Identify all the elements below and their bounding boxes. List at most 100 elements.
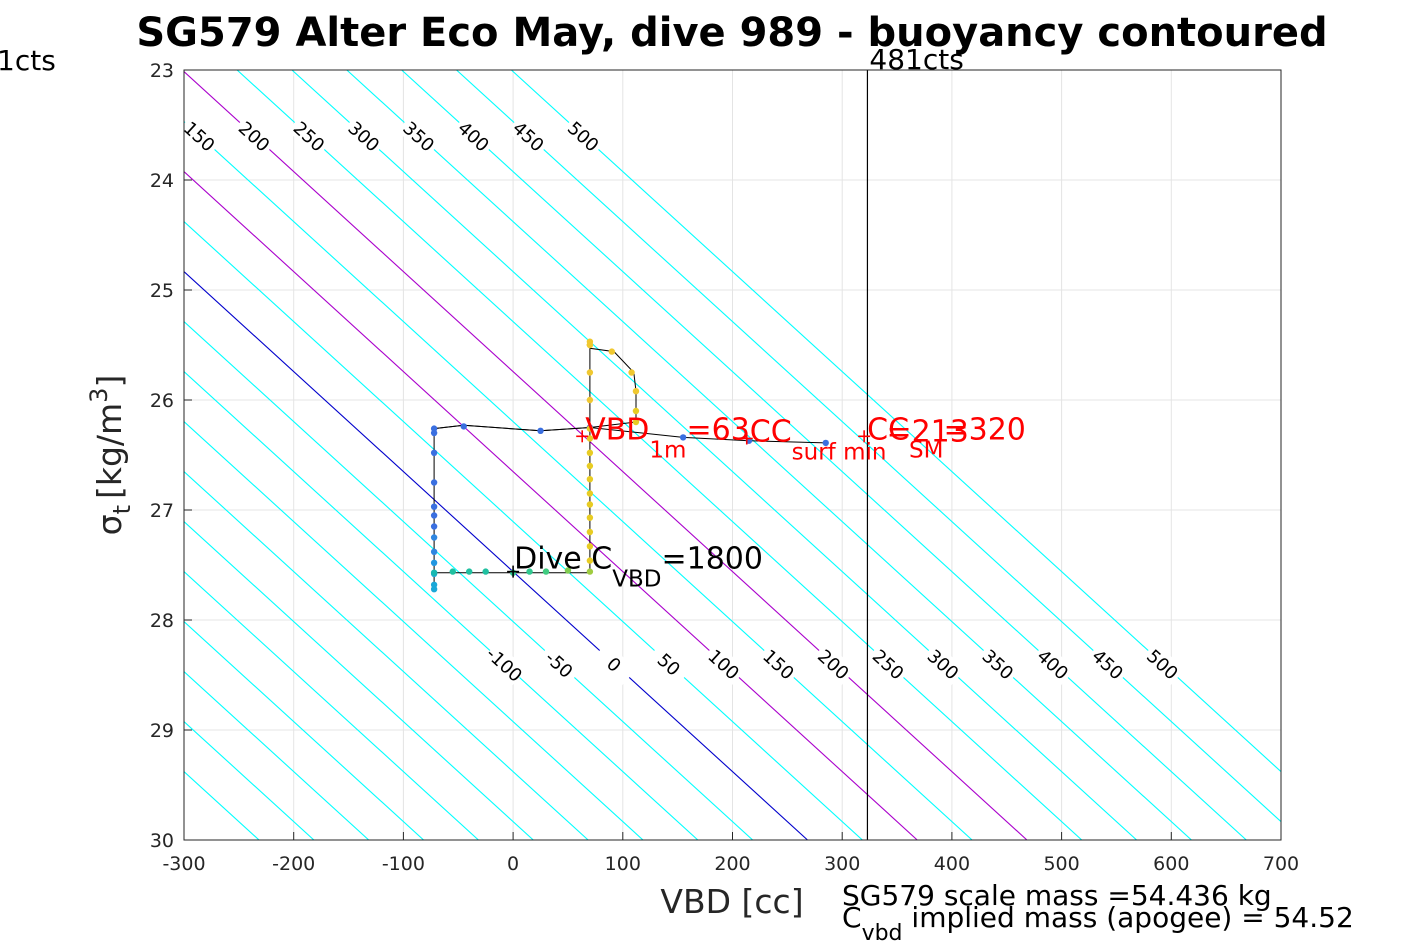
contour-line [184,470,589,840]
contour-line [184,670,370,840]
contour-label-bg [506,114,552,158]
trajectory-point [632,407,640,415]
contour-labels: 150 200 250 300 350 400 450 500-100 -50 0 50 100 150… [177,114,1186,687]
trajectory-point [586,369,594,376]
dive-trajectory [430,338,829,593]
annotation-sub: SM [909,437,943,463]
contour-line [184,170,918,840]
annotation-value: =63 [686,412,749,447]
y-tick-label: 27 [150,500,174,522]
contour-line [184,370,699,840]
contour-line [184,420,644,840]
annotation-value: =320 [943,412,1025,447]
annotation-main: Dive C [514,542,612,577]
trajectory-point [430,523,438,530]
contour-label-bg [592,642,637,686]
ascent-point [679,434,687,441]
y-label-close: ] [90,375,129,388]
y-ticks: 23 24 25 26 27 28 29 30 [150,60,192,852]
contour-label-bg [647,642,692,686]
trajectory-point [482,568,489,575]
annotation-divec: Dive CVBD=1800 [514,542,763,593]
x-tick-label: 0 [507,853,519,875]
contour-label-bg [921,642,966,686]
annotation-sub: 1m [649,437,686,463]
contour-line [184,570,479,840]
trajectory-point [430,586,438,593]
contour-line [184,520,534,840]
contour-label-bg [811,642,857,686]
trajectory-point [586,396,594,404]
x-tick-label: 400 [934,853,970,875]
footer-c: C [842,901,862,934]
trajectory-point [430,559,438,566]
footer-vbd-sub: vbd [862,921,903,945]
trajectory-point [526,568,533,575]
x-tick-label: 700 [1263,853,1299,875]
contour-line [346,70,1192,840]
y-tick-label: 24 [150,170,174,192]
footer-rest: implied mass (apogee) = 54.52 [903,901,1354,934]
trajectory-point [632,388,640,395]
x-tick-label: -200 [272,853,315,875]
chart-title: SG579 Alter Eco May, dive 989 - buoyancy… [136,10,1327,56]
contour-label-bg [537,642,582,686]
contour-line [184,120,973,840]
trajectory-point [430,429,438,437]
contour-line [291,70,1138,840]
x-axis-label: VBD [cc] [660,882,803,921]
trajectory-point [430,503,438,510]
contour-label-bg [287,114,332,158]
contour-line [184,70,1028,840]
y-tick-label: 23 [150,60,174,82]
x-tick-label: -100 [382,853,425,875]
contour-line [184,220,863,840]
y-tick-label: 30 [150,830,174,852]
contour-label-bg [342,114,387,158]
annotation-ccsurf: CCsurf min=213 [750,415,969,466]
trajectory-point [586,568,594,575]
contour-label-bg [756,642,802,686]
contour-line [510,70,1281,773]
annotation-ccsm: CCSM=320 [867,412,1026,463]
trajectory-point [586,514,594,521]
contour-line [236,70,1083,840]
left-clipped-label: 1cts [0,44,56,77]
trajectory-point [628,369,635,376]
contour-label: -100 [482,644,526,687]
contour-label-bg [1031,642,1076,686]
trajectory-point [430,425,438,432]
grid-lines [183,69,1282,841]
contour-line [456,70,1281,823]
trajectory-point [586,543,594,550]
trajectory-point [608,348,616,355]
trajectory-point [586,462,594,470]
trajectory-point [460,423,467,430]
annotation-vbd1m: VBD1m=63 [585,412,750,463]
trajectory-point [586,449,594,456]
trajectory-point [430,548,438,555]
x-tick-label: 500 [1043,853,1079,875]
trajectory-point [586,476,594,483]
contour-line [184,320,754,840]
trajectory-point [586,501,594,508]
y-label-sub: t [108,505,136,514]
x-tick-label: 300 [824,853,860,875]
trajectory-point [430,534,438,541]
trajectory-point [586,341,594,349]
x-tick-label: 100 [605,853,641,875]
contour-line [184,270,808,840]
trajectory-point [586,425,594,432]
trajectory-point [430,581,438,588]
contour-label-bg [232,114,277,158]
x-ticks: -300 -200 -100 0 100 200 300 400 500 600 700 [162,832,1299,875]
contour-line [184,620,424,840]
annotation-main: CC [867,412,909,447]
contour-label-bg [177,114,222,158]
trajectory-point [632,418,640,426]
trajectory-point [586,528,594,536]
trajectory-point [586,435,594,442]
contour-label-bg [397,114,442,158]
